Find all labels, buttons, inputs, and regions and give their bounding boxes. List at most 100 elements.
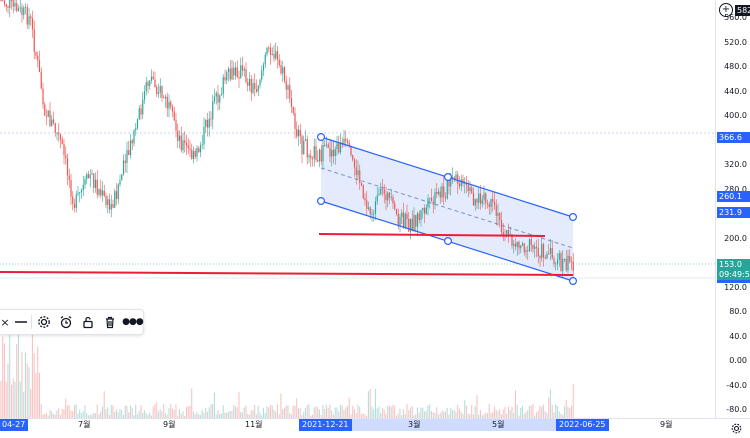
volume-bar	[70, 410, 72, 418]
candle-body	[163, 97, 165, 99]
candle-body	[303, 140, 305, 155]
volume-bar	[495, 409, 497, 418]
candle-body	[339, 142, 342, 153]
candle-body	[7, 6, 9, 8]
candle-body	[203, 126, 205, 145]
time-tick-label: 7월	[78, 420, 91, 429]
volume-bar	[37, 346, 39, 418]
range-start-badge: 2021-12-21	[299, 419, 352, 431]
volume-bar	[397, 413, 399, 418]
candle-body	[30, 16, 32, 19]
volume-bar	[0, 380, 2, 418]
candle-body	[135, 128, 137, 131]
volume-bar	[465, 405, 467, 418]
candle-body	[206, 119, 209, 128]
candle-body	[511, 234, 513, 246]
candle-body	[315, 146, 317, 160]
volume-bar	[28, 367, 30, 418]
candle-body	[21, 7, 23, 16]
price-chart[interactable]	[0, 0, 715, 418]
volume-bar	[542, 404, 544, 418]
volume-bar	[117, 412, 119, 418]
volume-bar	[306, 405, 308, 418]
channel-fill	[321, 137, 573, 281]
candle-body	[199, 145, 202, 153]
price-tick-label: -80.0	[726, 405, 747, 414]
candle-body	[219, 95, 221, 103]
volume-bar	[199, 415, 201, 418]
candle-body	[77, 192, 79, 195]
candle-body	[70, 180, 72, 197]
candle-body	[252, 82, 254, 93]
volume-bar	[303, 411, 305, 418]
candle-body	[366, 200, 368, 209]
volume-bar	[406, 404, 408, 418]
x-icon[interactable]: ×	[0, 315, 10, 329]
price-tick-label: 320.0	[724, 160, 747, 169]
volume-bar	[462, 414, 464, 418]
volume-bar	[159, 408, 161, 418]
volume-bar	[290, 414, 292, 418]
volume-bar	[448, 414, 450, 418]
volume-bar	[506, 413, 508, 418]
volume-bar	[439, 413, 441, 418]
volume-bar	[257, 405, 259, 418]
volume-bar	[180, 413, 182, 418]
candle-body	[558, 253, 560, 260]
volume-bar	[322, 405, 324, 418]
candle-body	[9, 0, 11, 8]
volume-bar	[324, 408, 326, 418]
candle-body	[161, 86, 163, 98]
volume-bar	[114, 411, 116, 418]
volume-bar	[346, 405, 348, 418]
settings-icon[interactable]	[33, 311, 54, 333]
volume-bar	[133, 415, 135, 418]
candle-body	[275, 51, 277, 59]
candle-body	[345, 138, 347, 141]
volume-bar	[177, 415, 179, 418]
candle-body	[423, 207, 426, 214]
more-icon[interactable]: ●●●	[122, 317, 144, 327]
plus-icon[interactable]: +	[719, 3, 733, 17]
volume-bar	[140, 405, 142, 418]
volume-bar	[89, 414, 91, 418]
candle-body	[115, 191, 118, 200]
volume-bar	[108, 414, 110, 418]
candle-body	[194, 151, 196, 157]
gear-icon[interactable]	[731, 419, 742, 434]
volume-bar	[75, 404, 77, 418]
candle-body	[439, 191, 441, 198]
candle-body	[171, 106, 174, 112]
volume-bar	[292, 405, 294, 418]
candle-body	[56, 132, 58, 134]
volume-bar	[541, 407, 543, 418]
volume-bar	[516, 404, 518, 418]
candle-body	[560, 253, 562, 271]
volume-bar	[339, 404, 341, 418]
volume-bar	[7, 363, 9, 418]
trash-icon[interactable]	[100, 311, 121, 333]
price-tick-label: 0.00	[729, 356, 747, 365]
candle-body	[147, 81, 149, 86]
candle-body	[117, 184, 119, 200]
alert-icon[interactable]	[55, 311, 76, 333]
volume-bar	[402, 409, 404, 418]
time-axis[interactable]: 7월 9월 11월 3월 5월 9월 04-27 2021-12-21 2022-06-25	[0, 418, 750, 431]
volume-bar	[82, 411, 84, 418]
volume-bar	[175, 404, 177, 418]
volume-bar	[490, 412, 492, 418]
candle-body	[278, 59, 280, 66]
volume-bar	[562, 414, 564, 418]
lock-icon[interactable]	[77, 311, 98, 333]
price-axis[interactable]: 560.0 520.0 480.0 440.0 400.0 320.0 280.0 200.0…	[715, 0, 750, 418]
candle-body	[402, 212, 405, 228]
candle-body	[149, 80, 151, 86]
candle-body	[16, 3, 18, 11]
candle-body	[35, 51, 37, 56]
volume-bar	[3, 343, 5, 418]
line-style-icon[interactable]	[10, 311, 31, 333]
candle-body	[383, 190, 385, 195]
candle-body	[388, 192, 391, 198]
volume-bar	[555, 404, 557, 418]
candle-body	[367, 207, 370, 209]
